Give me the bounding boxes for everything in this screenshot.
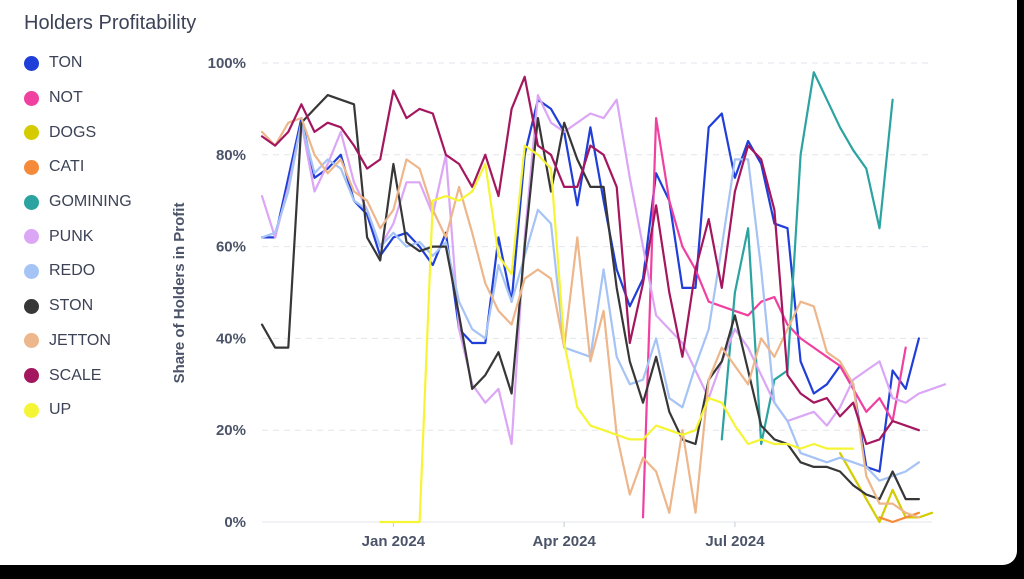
- legend-label: STON: [49, 297, 94, 315]
- legend-swatch: [24, 90, 39, 106]
- legend-label: SCALE: [49, 366, 102, 384]
- legend-item-dogs[interactable]: DOGS: [24, 115, 132, 150]
- legend: TON NOT DOGS CATI GOMINING PUNK REDO STON JETTON…: [24, 46, 132, 428]
- legend-label: PUNK: [49, 227, 94, 245]
- gridlines: [262, 62, 932, 523]
- legend-swatch: [24, 194, 39, 210]
- legend-swatch: [24, 159, 39, 175]
- legend-swatch: [24, 125, 39, 141]
- legend-item-not[interactable]: NOT: [24, 81, 132, 116]
- legend-item-punk[interactable]: PUNK: [24, 219, 132, 254]
- axes: 0% 20% 40% 60% 80% 100% Jan 2024 Apr 2024 Jul 20…: [208, 55, 766, 550]
- legend-item-ton[interactable]: TON: [24, 46, 132, 81]
- y-tick-label: 80%: [216, 147, 246, 164]
- legend-label: JETTON: [49, 331, 111, 349]
- legend-item-ston[interactable]: STON: [24, 289, 132, 324]
- legend-swatch: [24, 368, 39, 384]
- legend-label: UP: [49, 401, 72, 419]
- legend-swatch: [24, 333, 39, 349]
- series-line-ton: [260, 98, 921, 473]
- legend-swatch: [24, 55, 39, 71]
- legend-label: NOT: [49, 89, 83, 107]
- series-line-ston: [260, 93, 921, 501]
- legend-swatch: [24, 229, 39, 245]
- legend-swatch: [24, 402, 39, 418]
- legend-swatch: [24, 263, 39, 279]
- legend-label: GOMINING: [49, 193, 132, 211]
- x-tick-label: Jan 2024: [362, 533, 426, 550]
- legend-label: DOGS: [49, 123, 97, 141]
- series-line-jetton: [260, 116, 921, 519]
- series-lines: [260, 71, 947, 524]
- chart-title: Holders Profitability: [24, 12, 197, 34]
- legend-item-up[interactable]: UP: [24, 393, 132, 428]
- series-line-scale: [260, 75, 921, 446]
- legend-item-cati[interactable]: CATI: [24, 150, 132, 185]
- y-tick-label: 0%: [224, 514, 246, 531]
- x-tick-label: Apr 2024: [532, 533, 596, 550]
- plot-area: 0% 20% 40% 60% 80% 100% Jan 2024 Apr 2024 Jul 20…: [171, 55, 947, 550]
- legend-item-gomining[interactable]: GOMINING: [24, 185, 132, 220]
- series-line-up: [379, 144, 855, 524]
- y-tick-label: 60%: [216, 239, 246, 256]
- legend-label: TON: [49, 54, 83, 72]
- y-tick-label: 20%: [216, 422, 246, 439]
- y-tick-label: 100%: [208, 55, 246, 72]
- legend-item-redo[interactable]: REDO: [24, 254, 132, 289]
- series-line-not: [641, 116, 907, 519]
- legend-swatch: [24, 298, 39, 314]
- y-axis-title: Share of Holders in Profit: [171, 203, 188, 384]
- chart-panel: Holders Profitability TON NOT DOGS CATI GOMI…: [0, 0, 1017, 565]
- y-tick-label: 40%: [216, 330, 246, 347]
- x-tick-label: Jul 2024: [705, 533, 765, 550]
- legend-label: CATI: [49, 158, 85, 176]
- series-line-gomining: [720, 71, 894, 446]
- legend-item-scale[interactable]: SCALE: [24, 358, 132, 393]
- legend-item-jetton[interactable]: JETTON: [24, 324, 132, 359]
- legend-label: REDO: [49, 262, 96, 280]
